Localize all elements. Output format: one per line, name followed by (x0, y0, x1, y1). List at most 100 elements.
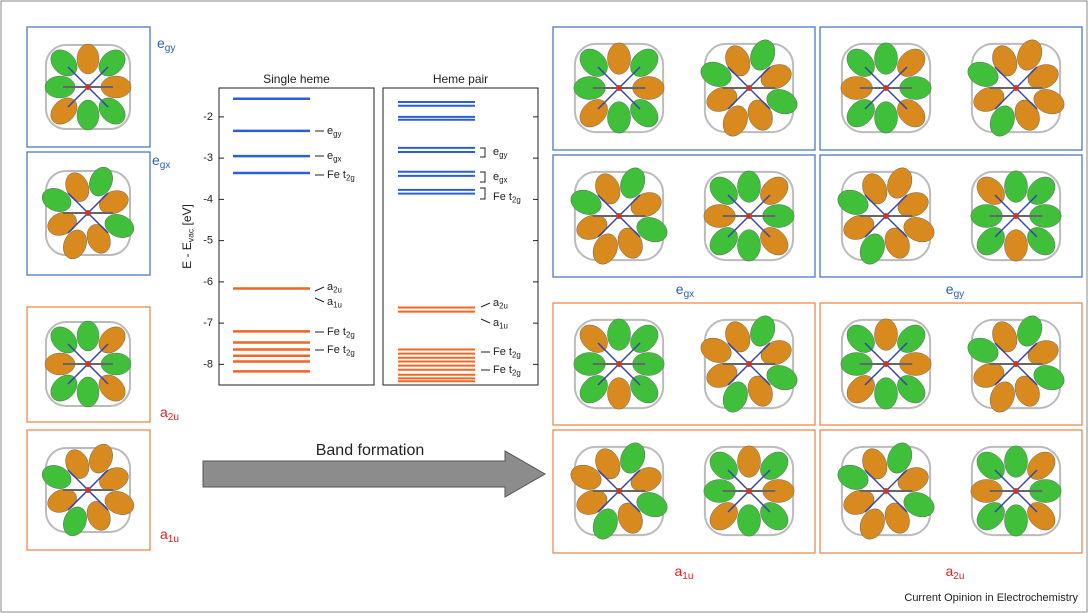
y-tick-label: -4 (203, 193, 213, 205)
orbital-label-main: a (160, 526, 168, 542)
level-annotation-sub: gx (499, 175, 507, 184)
orbital-image (45, 321, 131, 407)
orbital-image (45, 44, 131, 130)
lobe (77, 44, 99, 74)
level-annotation-sub: gy (499, 150, 507, 159)
orbital-image (841, 319, 931, 409)
iron (746, 361, 752, 367)
iron (616, 213, 622, 219)
y-axis-label-sub: vac (186, 228, 196, 242)
panel-title: Single heme (263, 72, 330, 86)
lobe (77, 321, 99, 351)
iron (616, 488, 622, 494)
iron (746, 213, 752, 219)
orbital-label-main: a (160, 404, 168, 420)
iron (1013, 213, 1019, 219)
level-annotation-sub: 1u (333, 300, 342, 309)
level-annotation-sub: 2g (512, 368, 521, 377)
iron (616, 85, 622, 91)
level-annotation-sub: 2g (346, 173, 355, 182)
lobe (1004, 505, 1027, 537)
orbital-image (841, 43, 931, 133)
level-annotation-sub: 2u (333, 285, 342, 294)
level-annotation-sub: 2g (346, 348, 355, 357)
orbital-label-sub: gx (684, 289, 695, 300)
orbital-label-sub: 1u (682, 571, 693, 582)
y-tick-label: -5 (203, 235, 213, 247)
orbital-label-main: e (152, 152, 160, 168)
credit: Current Opinion in Electrochemistry (904, 592, 1078, 604)
iron (85, 84, 91, 90)
orbital-label-main: e (676, 281, 684, 297)
iron (85, 361, 91, 367)
lobe (874, 319, 897, 351)
orbital-label-sub: gy (165, 43, 177, 54)
orbital-image (704, 171, 794, 261)
iron (1013, 361, 1019, 367)
panel-title: Heme pair (433, 72, 488, 86)
level-annotation-main: Fe t (493, 364, 512, 376)
level-annotation-sub: 1u (499, 321, 508, 330)
lobe (737, 446, 760, 478)
level-annotation-main: Fe t (493, 346, 512, 358)
iron (883, 488, 889, 494)
iron (746, 488, 752, 494)
iron (883, 361, 889, 367)
y-tick-label: -2 (203, 111, 213, 123)
orbital-image (971, 171, 1061, 261)
orbital-label-main: a (945, 563, 953, 579)
lobe (607, 378, 630, 410)
iron (883, 85, 889, 91)
orbital-image (704, 446, 794, 536)
orbital-label-sub: 2u (168, 412, 179, 423)
lobe (874, 378, 897, 410)
y-axis-label-main: E - E (180, 242, 194, 269)
level-annotation-sub: 2g (346, 330, 355, 339)
y-axis-label-tail: [eV] (180, 204, 194, 229)
lobe (1004, 230, 1027, 262)
lobe (607, 43, 630, 75)
orbital-label-main: a (674, 563, 682, 579)
lobe (77, 100, 99, 130)
level-annotation-main: Fe t (327, 326, 346, 338)
orbital-image (574, 43, 664, 133)
y-tick-label: -8 (203, 358, 213, 370)
orbital-label-main: e (946, 281, 954, 297)
level-annotation-sub: 2u (499, 301, 508, 310)
lobe (1004, 171, 1027, 203)
lobe (874, 102, 897, 133)
orbital-label-sub: 1u (168, 534, 179, 545)
orbital-label-sub: gx (160, 160, 171, 171)
lobe (737, 171, 760, 203)
iron (85, 487, 91, 493)
level-annotation-sub: 2g (512, 195, 521, 204)
level-annotation-sub: gx (333, 154, 341, 163)
iron (746, 85, 752, 91)
iron (883, 213, 889, 219)
y-tick-label: -7 (203, 317, 213, 329)
level-annotation-main: Fe t (327, 169, 346, 181)
figure: Band formation Current Opinion in Electr… (0, 0, 1088, 613)
orbital-label-sub: 2u (953, 571, 964, 582)
y-tick-label: -6 (203, 276, 213, 288)
level-annotation-main: Fe t (327, 344, 346, 356)
orbital-image (574, 319, 664, 409)
lobe (874, 43, 897, 75)
arrow-label: Band formation (316, 442, 425, 459)
iron (1013, 85, 1019, 91)
y-tick-label: -3 (203, 152, 213, 164)
lobe (607, 319, 630, 351)
lobe (1004, 446, 1027, 478)
level-annotation-sub: gy (333, 129, 341, 138)
iron (85, 210, 91, 216)
orbital-label-sub: gy (954, 289, 966, 300)
orbital-label-main: e (157, 35, 165, 51)
iron (1013, 488, 1019, 494)
orbital-image (971, 446, 1061, 536)
lobe (607, 102, 630, 133)
lobe (77, 377, 99, 407)
level-annotation-main: Fe t (493, 191, 512, 203)
lobe (737, 505, 760, 537)
iron (616, 361, 622, 367)
level-annotation-sub: 2g (512, 350, 521, 359)
